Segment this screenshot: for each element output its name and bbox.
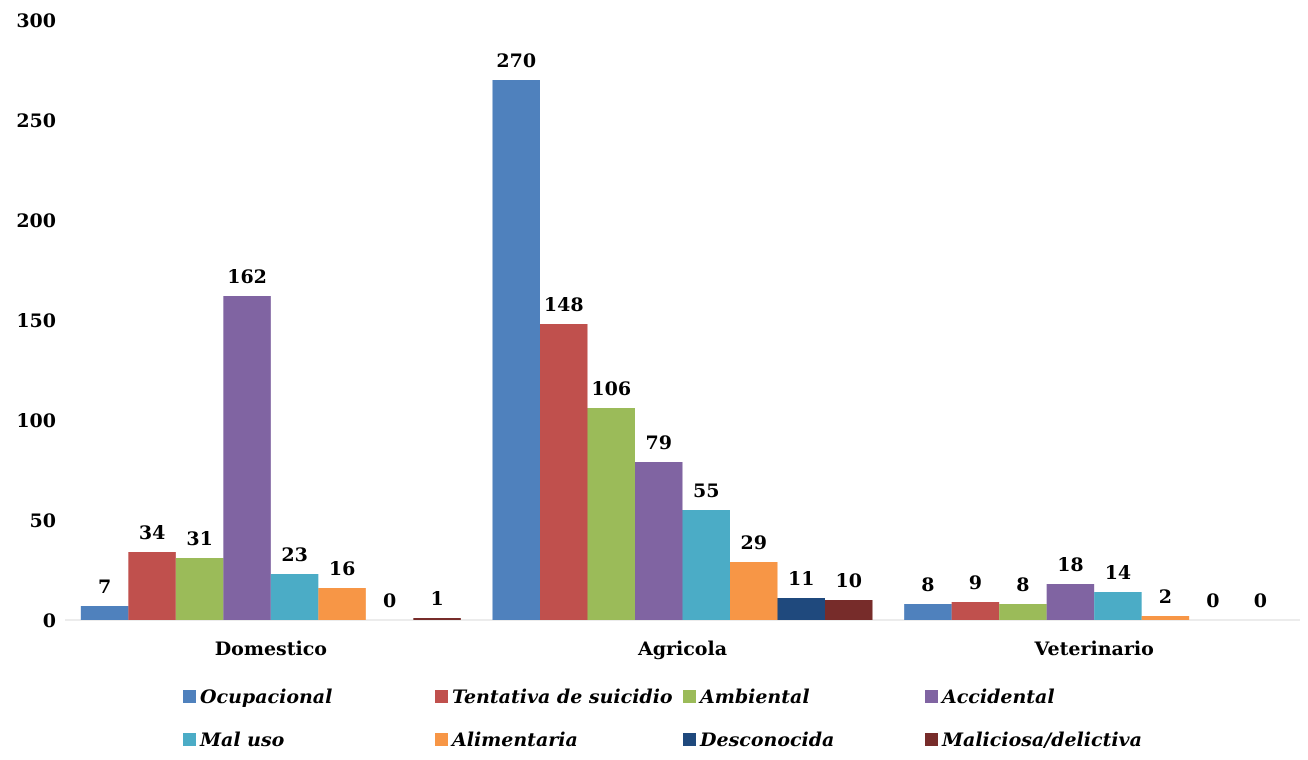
data-label: 8 [1016,574,1029,596]
bar-tentativa-de-suicidio-agricola [540,324,588,620]
legend-swatch [925,733,938,746]
data-label: 55 [693,480,719,502]
data-label: 9 [969,572,982,594]
legend-label: Mal uso [199,729,285,751]
data-label: 0 [383,590,396,612]
data-label: 14 [1105,562,1131,584]
data-label: 0 [1254,590,1267,612]
bar-mal-uso-agricola [682,510,730,620]
data-label: 23 [281,544,307,566]
legend: Ocupacional Tentativa de suicidio Ambienta… [183,686,1142,751]
data-label: 29 [741,532,767,554]
legend-item-alimentaria: Alimentaria [435,729,578,751]
category-label: Agricola [637,638,727,660]
category-label: Domestico [215,638,327,660]
legend-item-ocupacional: Ocupacional [183,686,332,708]
data-label: 79 [646,432,672,454]
data-label: 0 [1206,590,1219,612]
legend-item-tentativa-de-suicidio: Tentativa de suicidio [435,686,673,708]
legend-swatch [435,690,448,703]
bar-alimentaria-veterinario [1141,616,1190,620]
legend-item-mal-uso: Mal uso [183,729,285,751]
y-tick-label: 150 [16,310,56,332]
y-tick-label: 100 [16,410,56,432]
bar-ambiental-domestico [175,558,224,620]
legend-label: Ocupacional [200,686,332,708]
bar-tentativa-de-suicidio-domestico [128,552,176,620]
bar-accidental-domestico [223,296,271,620]
bar-accidental-agricola [635,462,683,620]
data-label: 162 [227,266,267,288]
data-label: 270 [496,50,536,72]
bar-mal-uso-veterinario [1094,592,1142,620]
bar-ocupacional-veterinario [904,604,952,620]
legend-label: Accidental [940,686,1055,708]
bar-tentativa-de-suicidio-veterinario [951,602,1000,620]
legend-swatch [925,690,938,703]
data-label: 34 [139,522,165,544]
data-label: 2 [1159,586,1172,608]
category-label: Veterinario [1034,638,1154,660]
bar-ambiental-agricola [587,408,635,620]
y-axis: 0 50 100 150 200 250 300 [16,10,56,632]
y-tick-label: 50 [30,510,56,532]
bar-maliciosa-delictiva-agricola [825,600,873,620]
bar-ocupacional-domestico [80,606,129,620]
data-label: 1 [430,588,443,610]
bar-alimentaria-domestico [318,588,366,620]
data-label: 8 [921,574,934,596]
data-labels: 7 34 31 162 23 16 0 1 270 148 106 79 55 29 11 10 8 9 8 18 14… [98,50,1267,612]
y-tick-label: 300 [16,10,56,32]
legend-label: Desconocida [699,729,834,751]
y-tick-label: 0 [43,610,56,632]
data-label: 18 [1057,554,1083,576]
legend-label: Alimentaria [450,729,578,751]
bar-accidental-veterinario [1046,584,1095,620]
data-label: 148 [544,294,584,316]
bar-desconocida-agricola [777,598,825,620]
data-label: 31 [186,528,212,550]
legend-label: Tentativa de suicidio [452,686,673,708]
y-tick-label: 200 [16,210,56,232]
legend-item-desconocida: Desconocida [683,729,834,751]
bar-alimentaria-agricola [730,562,778,620]
legend-item-ambiental: Ambiental [683,686,810,708]
bar-ambiental-veterinario [999,604,1047,620]
y-tick-label: 250 [16,110,56,132]
bar-mal-uso-domestico [270,574,319,620]
category-labels: Domestico Agricola Veterinario [215,638,1154,660]
data-label: 16 [329,558,355,580]
bars [80,80,1190,620]
legend-item-accidental: Accidental [925,686,1055,708]
legend-swatch [683,690,696,703]
bar-maliciosa-delictiva-domestico [413,618,461,620]
legend-label: Maliciosa/delictiva [941,729,1142,751]
legend-swatch [435,733,448,746]
bar-ocupacional-agricola [492,80,540,620]
legend-swatch [683,733,696,746]
data-label: 7 [98,576,111,598]
legend-item-maliciosa-delictiva: Maliciosa/delictiva [925,729,1142,751]
data-label: 106 [591,378,631,400]
data-label: 11 [788,568,814,590]
data-label: 10 [836,570,862,592]
legend-label: Ambiental [698,686,810,708]
legend-swatch [183,733,196,746]
legend-swatch [183,690,196,703]
